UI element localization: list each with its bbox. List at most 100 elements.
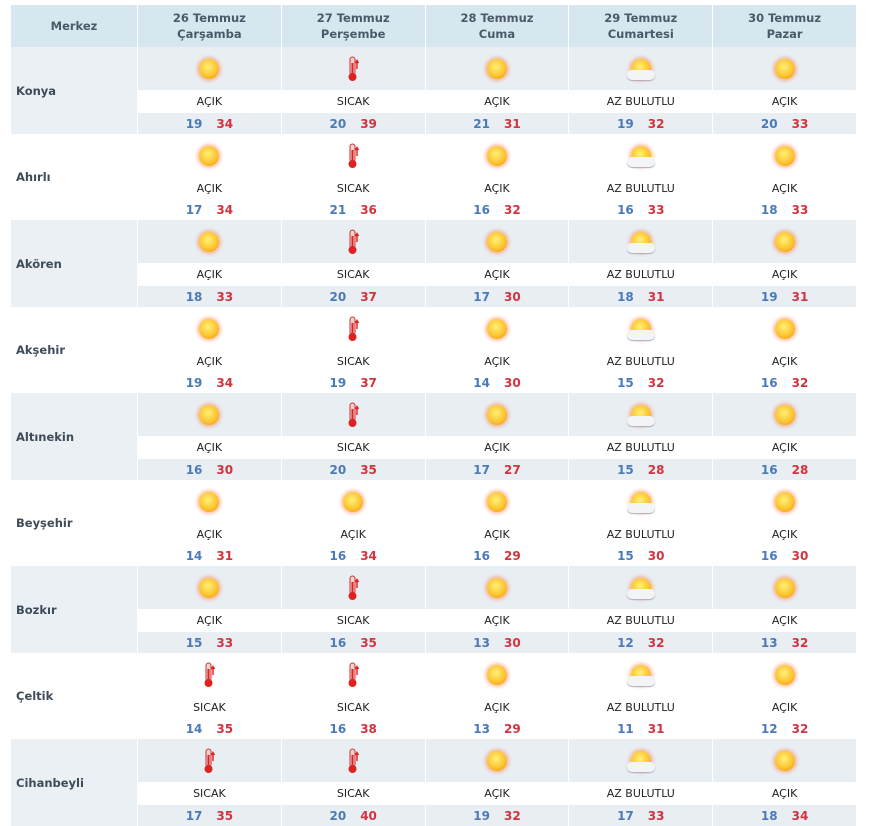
partly-cloudy-icon: [569, 220, 713, 263]
temp-low: 18: [617, 290, 634, 304]
condition-text: AÇIK: [425, 436, 569, 459]
temp-low: 17: [186, 809, 203, 823]
sun-icon: [713, 393, 857, 436]
temp-low: 16: [329, 549, 346, 563]
temp-high: 28: [792, 463, 809, 477]
temp-high: 27: [504, 463, 521, 477]
temp-high: 33: [648, 809, 665, 823]
sun-icon: [425, 480, 569, 523]
condition-text: AÇIK: [425, 609, 569, 632]
temp-low: 12: [617, 636, 634, 650]
temp-high: 30: [792, 549, 809, 563]
temp-high: 31: [648, 290, 665, 304]
temp-high: 38: [360, 722, 377, 736]
temp-low: 16: [473, 203, 490, 217]
temp-high: 30: [504, 290, 521, 304]
thermometer-icon: [281, 739, 425, 782]
temp-high: 30: [648, 549, 665, 563]
condition-text: AÇIK: [713, 523, 857, 545]
thermometer-icon: [281, 566, 425, 609]
condition-text: AÇIK: [425, 350, 569, 372]
condition-text: SICAK: [281, 436, 425, 459]
temp-low: 13: [473, 636, 490, 650]
day-date: 29 Temmuz: [569, 10, 712, 26]
row-icons: Bozkır: [11, 566, 857, 609]
temp-low: 11: [617, 722, 634, 736]
row-icons: Ahırlı: [11, 134, 857, 177]
row-icons: Akören: [11, 220, 857, 263]
temp-low: 16: [761, 549, 778, 563]
temp-high: 31: [504, 117, 521, 131]
condition-text: SICAK: [281, 350, 425, 372]
temp-low: 19: [473, 809, 490, 823]
condition-text: AÇIK: [425, 177, 569, 199]
temp-low: 14: [186, 549, 203, 563]
condition-text: AZ BULUTLU: [569, 609, 713, 632]
condition-text: AÇIK: [713, 350, 857, 372]
sun-icon: [138, 480, 282, 523]
day-date: 27 Temmuz: [282, 10, 425, 26]
condition-text: AZ BULUTLU: [569, 90, 713, 113]
condition-text: AÇIK: [713, 263, 857, 286]
sun-icon: [425, 307, 569, 350]
temp-low: 16: [761, 463, 778, 477]
condition-text: AZ BULUTLU: [569, 523, 713, 545]
temp-high: 31: [792, 290, 809, 304]
temp-high: 35: [360, 636, 377, 650]
temp-high: 33: [216, 290, 233, 304]
thermometer-icon: [281, 393, 425, 436]
sun-icon: [713, 566, 857, 609]
thermometer-icon: [281, 653, 425, 696]
temp-high: 33: [792, 203, 809, 217]
temp-high: 35: [360, 463, 377, 477]
temp-low: 15: [617, 463, 634, 477]
day-weekday: Cumartesi: [569, 26, 712, 42]
temp-high: 34: [216, 203, 233, 217]
temp-high: 32: [648, 117, 665, 131]
sun-icon: [425, 566, 569, 609]
day-date: 28 Temmuz: [426, 10, 569, 26]
row-icons: Beyşehir: [11, 480, 857, 523]
temp-high: 32: [792, 636, 809, 650]
city-name: Cihanbeyli: [11, 739, 138, 826]
temp-high: 32: [792, 722, 809, 736]
condition-text: SICAK: [281, 90, 425, 113]
condition-text: AZ BULUTLU: [569, 696, 713, 718]
temp-high: 32: [504, 203, 521, 217]
temp-low: 16: [186, 463, 203, 477]
temp-high: 39: [360, 117, 377, 131]
temp-low: 13: [761, 636, 778, 650]
condition-text: AÇIK: [425, 523, 569, 545]
temp-low: 20: [761, 117, 778, 131]
temp-high: 40: [360, 809, 377, 823]
sun-icon: [425, 220, 569, 263]
sun-icon: [425, 134, 569, 177]
condition-text: AÇIK: [425, 90, 569, 113]
